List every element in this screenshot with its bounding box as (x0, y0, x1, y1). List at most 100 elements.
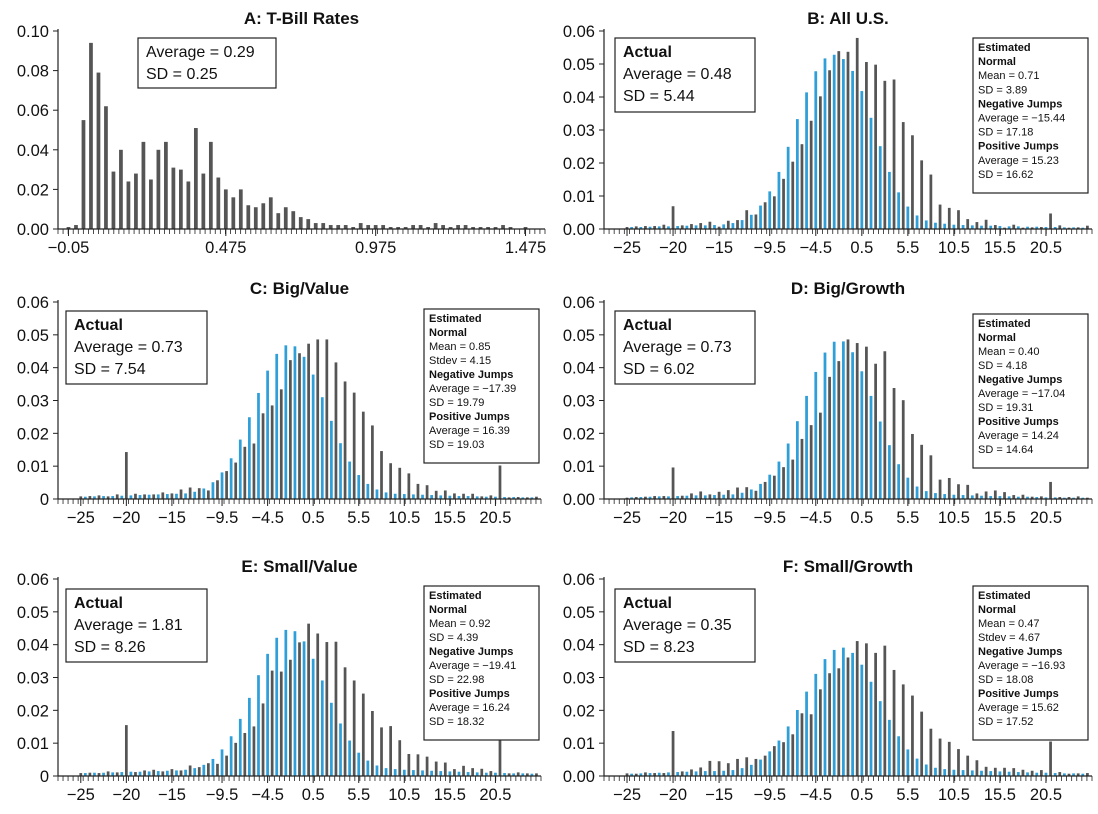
bar (888, 719, 891, 776)
bar (328, 225, 333, 229)
bar (832, 649, 836, 776)
bar (521, 773, 525, 776)
bar (961, 770, 965, 776)
bar (1076, 496, 1080, 499)
positive-jumps-line: SD = 19.03 (429, 439, 484, 451)
actual-stats-box (614, 588, 756, 663)
x-tick-label: 10.5 (388, 509, 420, 527)
bar (134, 772, 137, 776)
bar (83, 496, 87, 499)
bar (234, 462, 238, 499)
bar (943, 223, 947, 229)
bar (186, 181, 191, 229)
bar (1058, 772, 1062, 776)
positive-jumps-heading: Positive Jumps (978, 688, 1059, 700)
bar (938, 738, 942, 776)
bar (699, 223, 703, 229)
x-tick-label: 0.975 (355, 239, 396, 257)
y-tick-label: 0.03 (563, 670, 595, 688)
bar (275, 353, 279, 499)
bar (667, 226, 670, 229)
estimated-heading: Estimated (978, 42, 1031, 54)
bar (915, 486, 919, 499)
bar (966, 484, 970, 499)
bar (708, 494, 712, 499)
bar (416, 483, 420, 499)
bar (1044, 227, 1048, 229)
bar (507, 773, 511, 776)
bar (1063, 227, 1066, 229)
bar (1086, 225, 1089, 229)
bar (193, 491, 197, 499)
bar (443, 490, 447, 499)
bar (740, 492, 744, 499)
negative-jumps-line: SD = 19.79 (429, 397, 484, 409)
estimated-heading: Estimated (429, 313, 482, 325)
bar (475, 496, 479, 499)
bar (93, 496, 96, 499)
bar (535, 773, 538, 776)
bar (457, 496, 461, 499)
bar (307, 343, 310, 499)
bar (819, 96, 822, 229)
chart-panel-b: B: All U.S.0.060.050.040.030.020.010.00−… (563, 9, 1093, 257)
y-tick-label: 0.00 (563, 768, 595, 786)
bar (699, 767, 703, 776)
bar (115, 494, 119, 499)
bar (970, 770, 974, 776)
chart-title: D: Big/Growth (791, 279, 905, 298)
bar (805, 395, 808, 499)
positive-jumps-line: Average = 16.39 (429, 425, 510, 437)
bar (352, 392, 356, 499)
bar (763, 481, 767, 499)
x-tick-label: 0.475 (205, 239, 246, 257)
bar (471, 493, 475, 499)
bar (343, 225, 348, 229)
bar (1003, 227, 1006, 229)
bar (330, 702, 333, 776)
bar (134, 493, 137, 499)
x-tick-label: −4.5 (799, 509, 832, 527)
bar (334, 641, 338, 776)
bar (398, 467, 402, 499)
bar (302, 356, 306, 499)
actual-sd: SD = 6.02 (623, 361, 695, 378)
bar (865, 346, 868, 499)
x-tick-label: −25 (613, 786, 641, 804)
bar (348, 461, 351, 499)
bar (717, 226, 721, 229)
bar (380, 451, 383, 499)
bar (993, 490, 997, 499)
x-tick-label: 0.5 (850, 509, 873, 527)
bar (680, 771, 684, 776)
bar (453, 769, 456, 776)
bar (311, 374, 315, 499)
bar (171, 167, 176, 229)
bar (947, 477, 951, 499)
bar (842, 647, 845, 776)
bar (966, 755, 970, 776)
y-tick-label: 0.06 (563, 23, 595, 41)
bar (1044, 772, 1048, 776)
bar (630, 227, 633, 229)
x-tick-label: −15 (158, 509, 186, 527)
bar (102, 772, 105, 776)
bar (791, 459, 795, 499)
bar (1012, 768, 1016, 776)
normal-heading: Normal (978, 332, 1016, 344)
bar (389, 463, 392, 499)
bar (433, 223, 438, 229)
bar (207, 490, 210, 499)
x-tick-label: 15.5 (984, 509, 1016, 527)
bar (869, 681, 873, 776)
bar (671, 731, 675, 776)
bar (498, 740, 502, 776)
bar (897, 464, 901, 499)
bar (726, 220, 730, 229)
normal-line: SD = 4.39 (429, 632, 478, 644)
bar (846, 657, 850, 776)
bar (874, 652, 877, 777)
bar (412, 494, 415, 499)
normal-line: Mean = 0.47 (978, 618, 1039, 630)
bar (457, 771, 461, 776)
